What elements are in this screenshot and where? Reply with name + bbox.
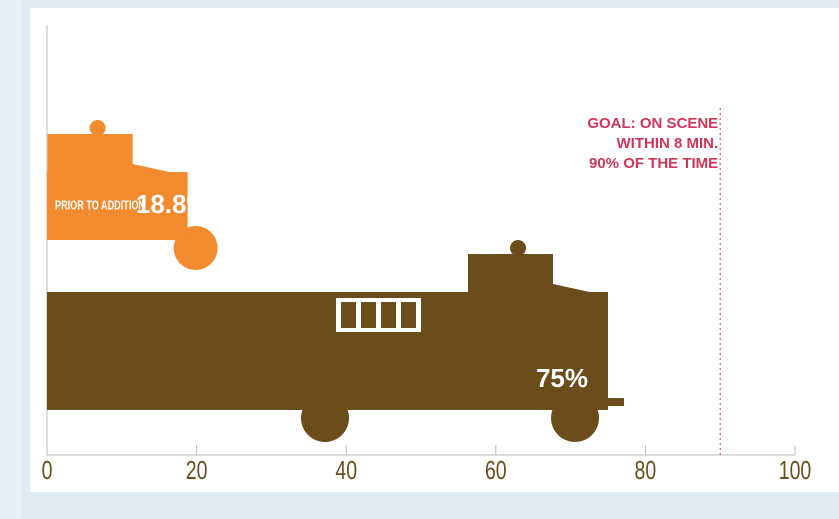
ladder-rung xyxy=(376,298,381,332)
truck-cab xyxy=(47,134,188,182)
firefighter-head xyxy=(510,240,526,256)
bar xyxy=(47,292,608,410)
value-label: 75% xyxy=(536,363,588,393)
firefighter-head xyxy=(89,120,106,136)
x-tick-label: 0 xyxy=(42,455,53,484)
goal-annotation: 90% OF THE TIME xyxy=(589,155,718,172)
bar xyxy=(47,172,188,240)
ladder-rung xyxy=(416,298,421,332)
ladder-rung xyxy=(336,298,341,332)
x-tick-label: 60 xyxy=(485,455,507,484)
plot-background xyxy=(30,8,839,492)
goal-annotation: GOAL: ON SCENE xyxy=(587,115,718,132)
frame-edge xyxy=(0,0,22,519)
value-label: 18.8% xyxy=(136,189,210,219)
ladder-rung xyxy=(396,298,401,332)
x-tick-label: 80 xyxy=(635,455,657,484)
x-tick-label: 20 xyxy=(186,455,208,484)
ladder-rung xyxy=(356,298,361,332)
goal-annotation: WITHIN 8 MIN. xyxy=(617,135,719,152)
x-tick-label: 40 xyxy=(335,455,357,484)
truck-cab xyxy=(468,254,608,302)
x-tick-label: 100 xyxy=(779,455,812,484)
category-label: PRIOR TO ADDITION xyxy=(55,197,145,212)
truck-bumper xyxy=(187,228,204,236)
truck-bumper xyxy=(608,398,624,406)
